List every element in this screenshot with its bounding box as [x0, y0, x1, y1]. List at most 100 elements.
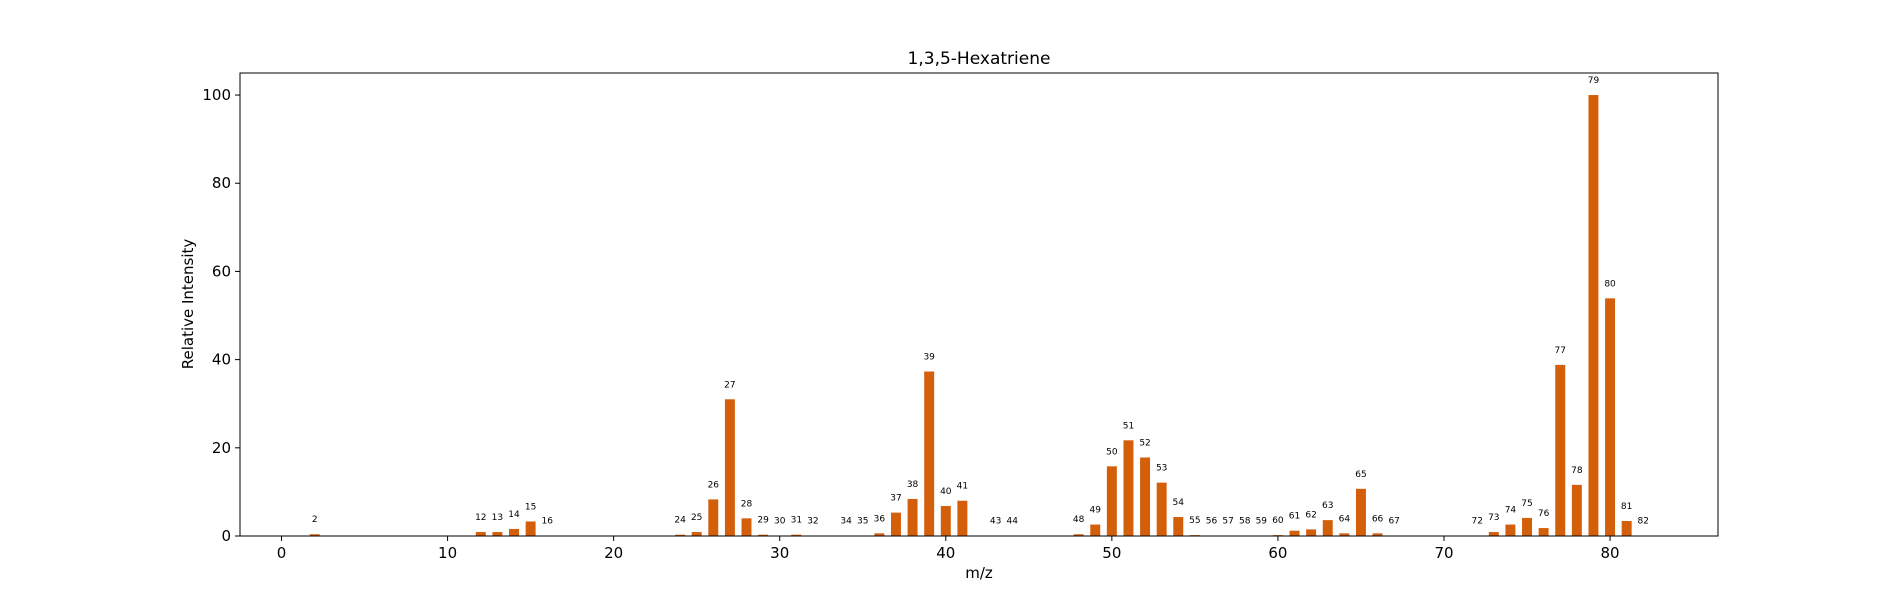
bar-label-mz-64: 64 [1339, 514, 1351, 524]
bar-mz-53 [1156, 482, 1167, 536]
bar-mz-79 [1588, 95, 1599, 537]
bar-label-mz-12: 12 [475, 513, 486, 523]
bar-mz-12 [475, 532, 486, 536]
bar-mz-81 [1621, 521, 1632, 536]
bar-label-mz-13: 13 [492, 513, 503, 523]
bar-label-mz-72: 72 [1471, 517, 1482, 527]
bar-mz-40 [940, 506, 951, 536]
bar-label-mz-76: 76 [1538, 509, 1550, 519]
bar-mz-50 [1106, 466, 1117, 536]
bar-label-mz-15: 15 [525, 502, 536, 512]
bar-mz-41 [957, 500, 968, 536]
bar-label-mz-79: 79 [1588, 76, 1600, 86]
bar-label-mz-66: 66 [1372, 514, 1384, 524]
bar-label-mz-77: 77 [1555, 346, 1566, 356]
bar-label-mz-14: 14 [508, 510, 520, 520]
bar-mz-51 [1123, 440, 1134, 536]
bar-label-mz-63: 63 [1322, 501, 1333, 511]
bar-mz-36 [874, 533, 885, 536]
bar-mz-13 [492, 532, 503, 536]
bars-layer [309, 95, 1649, 537]
bar-mz-26 [708, 499, 719, 536]
bar-label-mz-53: 53 [1156, 464, 1167, 474]
bar-mz-2 [309, 534, 320, 536]
bar-label-mz-50: 50 [1106, 447, 1118, 457]
bar-mz-77 [1555, 364, 1566, 536]
bar-label-mz-52: 52 [1139, 439, 1150, 449]
y-axis-title: Relative Intensity [179, 239, 197, 370]
bar-mz-25 [691, 532, 702, 536]
bar-mz-54 [1173, 517, 1184, 536]
bar-mz-38 [907, 498, 918, 536]
bar-mz-37 [890, 512, 901, 536]
x-tick-label: 0 [277, 544, 287, 562]
bar-label-mz-32: 32 [807, 517, 818, 527]
bar-label-mz-37: 37 [890, 494, 901, 504]
bar-label-mz-59: 59 [1256, 517, 1268, 527]
bar-label-mz-28: 28 [741, 499, 753, 509]
bar-mz-48 [1073, 534, 1084, 536]
x-tick-label: 10 [438, 544, 457, 562]
bar-label-mz-81: 81 [1621, 502, 1632, 512]
bar-mz-29 [758, 534, 769, 536]
x-tick-label: 60 [1268, 544, 1287, 562]
bar-labels-layer: 2 12 13 14 15 16 24 25 26 27 28 29 30 31 32 34 35 36 37 38 3… [312, 76, 1649, 527]
bar-label-mz-60: 60 [1272, 516, 1284, 526]
bar-label-mz-55: 55 [1189, 516, 1200, 526]
bar-label-mz-31: 31 [791, 516, 802, 526]
bar-label-mz-62: 62 [1305, 510, 1316, 520]
bar-label-mz-24: 24 [674, 516, 686, 526]
y-tick-label: 40 [212, 351, 231, 369]
bar-mz-75 [1522, 517, 1532, 536]
y-tick-label: 80 [212, 174, 231, 192]
y-tick-label: 0 [221, 527, 231, 545]
bar-mz-31 [791, 534, 802, 536]
bar-label-mz-29: 29 [757, 516, 769, 526]
bar-label-mz-35: 35 [857, 517, 868, 527]
bar-mz-24 [675, 534, 686, 536]
bar-mz-63 [1322, 520, 1333, 536]
bar-mz-73 [1488, 532, 1499, 536]
x-tick-label: 50 [1102, 544, 1121, 562]
bar-mz-76 [1538, 528, 1549, 536]
bar-mz-65 [1355, 488, 1366, 536]
bar-label-mz-25: 25 [691, 513, 702, 523]
bar-mz-78 [1571, 484, 1582, 536]
bar-label-mz-67: 67 [1388, 517, 1399, 527]
x-tick-label: 70 [1434, 544, 1453, 562]
bar-mz-80 [1605, 298, 1616, 536]
plot-frame [239, 72, 1719, 537]
bar-label-mz-75: 75 [1521, 499, 1532, 509]
x-axis-title: m/z [965, 564, 993, 582]
bar-mz-15 [525, 521, 536, 536]
x-tick-label: 20 [604, 544, 623, 562]
bar-mz-14 [509, 528, 519, 536]
bar-mz-66 [1372, 533, 1383, 536]
bar-label-mz-39: 39 [923, 353, 935, 363]
x-axis: 0 10 20 30 40 50 60 70 80 [277, 536, 1620, 562]
y-tick-label: 100 [202, 86, 231, 104]
bar-label-mz-48: 48 [1073, 515, 1085, 525]
bar-label-mz-73: 73 [1488, 513, 1499, 523]
x-tick-label: 40 [936, 544, 955, 562]
y-tick-label: 20 [212, 439, 231, 457]
bar-label-mz-78: 78 [1571, 466, 1583, 476]
bar-mz-64 [1339, 533, 1350, 536]
bar-mz-49 [1090, 524, 1101, 536]
bar-label-mz-54: 54 [1173, 498, 1185, 508]
bar-label-mz-2: 2 [312, 515, 318, 525]
bar-label-mz-74: 74 [1505, 506, 1517, 516]
bar-label-mz-49: 49 [1090, 506, 1102, 516]
bar-label-mz-58: 58 [1239, 517, 1251, 527]
bar-mz-52 [1140, 457, 1151, 536]
bar-mz-74 [1505, 524, 1516, 536]
bar-label-mz-40: 40 [940, 487, 952, 497]
bar-label-mz-38: 38 [907, 480, 919, 490]
bar-label-mz-27: 27 [724, 380, 735, 390]
bar-label-mz-56: 56 [1206, 517, 1218, 527]
bar-mz-61 [1289, 530, 1300, 536]
bar-label-mz-36: 36 [874, 514, 886, 524]
bar-label-mz-51: 51 [1123, 421, 1134, 431]
